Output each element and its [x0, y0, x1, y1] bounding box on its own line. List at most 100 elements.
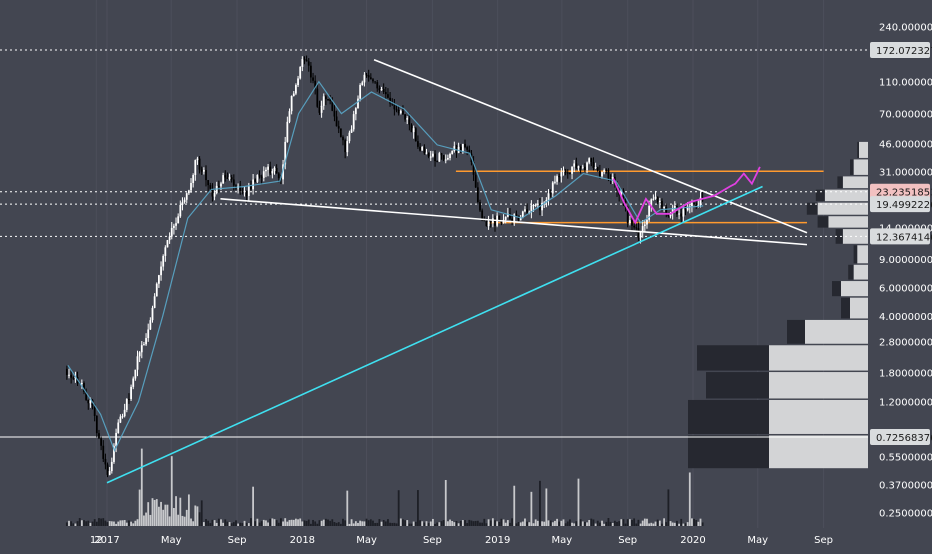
volume-profile-bar-dark	[706, 372, 769, 399]
candle-body	[213, 193, 216, 197]
volume-bar	[164, 504, 167, 526]
volume-bar	[115, 523, 117, 526]
candle-body	[517, 215, 520, 221]
volume-bar	[237, 523, 240, 526]
candle-body	[378, 88, 381, 91]
candle-body	[434, 153, 436, 162]
y-tick-label: 6.00000000	[879, 284, 932, 295]
candle-body	[697, 204, 700, 207]
candle-body	[648, 205, 651, 220]
volume-bar	[354, 521, 357, 526]
y-axis[interactable]: 240.00000000 110.00000000 70.00000000 46.00…	[879, 22, 932, 519]
candle-body	[130, 386, 132, 400]
white-trendline[interactable]	[373, 58, 808, 234]
candle-body	[143, 344, 145, 346]
candle-body	[461, 143, 464, 152]
volume-bar	[262, 519, 265, 526]
price-label-box	[870, 429, 930, 445]
volume-bar	[235, 520, 237, 526]
volume-bar	[438, 522, 441, 526]
candle-body	[217, 185, 220, 187]
candle-body	[590, 158, 593, 163]
volume-bar	[455, 521, 458, 526]
volume-bar	[515, 523, 518, 526]
candle-body	[494, 218, 496, 226]
candle-body	[209, 185, 212, 189]
volume-bar	[187, 494, 190, 526]
volume-bar	[607, 518, 610, 526]
candle-body	[290, 96, 293, 112]
candle-body	[639, 231, 642, 238]
volume-bar	[151, 498, 154, 526]
candle-body	[337, 126, 340, 129]
candle-body	[303, 59, 306, 61]
volume-bar	[699, 518, 702, 526]
candle-body	[423, 147, 426, 154]
candle-body	[667, 214, 670, 217]
volume-bar	[581, 521, 584, 526]
candle-body	[68, 374, 70, 376]
x-tick-label: 2018	[290, 535, 315, 546]
candle-body	[412, 128, 415, 133]
candle-body	[202, 169, 205, 172]
candle-body	[177, 216, 180, 224]
candle-body	[344, 140, 347, 153]
volume-bar	[701, 522, 704, 526]
volume-bar	[528, 522, 531, 526]
volume-bar	[123, 520, 126, 526]
candle-body	[500, 221, 503, 224]
candle-body	[626, 207, 629, 224]
volume-bar	[140, 448, 143, 526]
trendlines[interactable]	[106, 58, 808, 484]
volume-bar	[656, 519, 659, 526]
candle-body	[633, 225, 636, 228]
candle-body	[656, 196, 659, 203]
volume-bar	[598, 522, 601, 526]
volume-bar	[498, 521, 501, 526]
volume-bar	[378, 519, 381, 526]
white-trendline[interactable]	[220, 198, 808, 246]
candle-body	[524, 209, 526, 212]
candle-body	[100, 438, 103, 446]
candle-body	[521, 211, 524, 218]
volume-bar	[277, 522, 280, 526]
volume-bar	[667, 489, 670, 526]
volume-bar	[427, 523, 430, 526]
volume-bar	[504, 522, 507, 526]
candle-body	[661, 200, 663, 208]
volume-bar	[85, 521, 88, 526]
volume-bar	[205, 519, 207, 526]
volume-bar	[134, 520, 137, 526]
volume-bar	[453, 522, 456, 526]
candle-body	[254, 179, 257, 182]
volume-bar	[282, 521, 284, 526]
candle-body	[566, 172, 569, 174]
candle-body	[464, 143, 466, 148]
candle-body	[459, 146, 462, 152]
volume-bar	[682, 523, 685, 526]
volume-bar	[506, 520, 509, 526]
volume-bar	[511, 518, 514, 526]
volume-bar	[661, 523, 663, 526]
cyan-trendline[interactable]	[106, 185, 763, 484]
x-tick-label: 2017	[94, 535, 119, 546]
volume-profile-bar	[853, 264, 868, 280]
candle-body	[72, 377, 75, 379]
y-tick-label: 1.80000000	[879, 369, 932, 380]
volume-profile-bar	[841, 281, 868, 297]
volume-bar	[476, 520, 479, 526]
candle-body	[140, 345, 143, 353]
candle-body	[192, 175, 195, 183]
volume-bar	[622, 519, 625, 526]
candle-body	[637, 228, 640, 238]
volume-bar	[487, 519, 490, 526]
volume-bar	[363, 521, 366, 526]
volume-bar	[395, 523, 398, 526]
candle-body	[93, 404, 96, 416]
candle-body	[532, 205, 535, 207]
candle-body	[110, 461, 113, 472]
volume-bar	[380, 521, 383, 526]
